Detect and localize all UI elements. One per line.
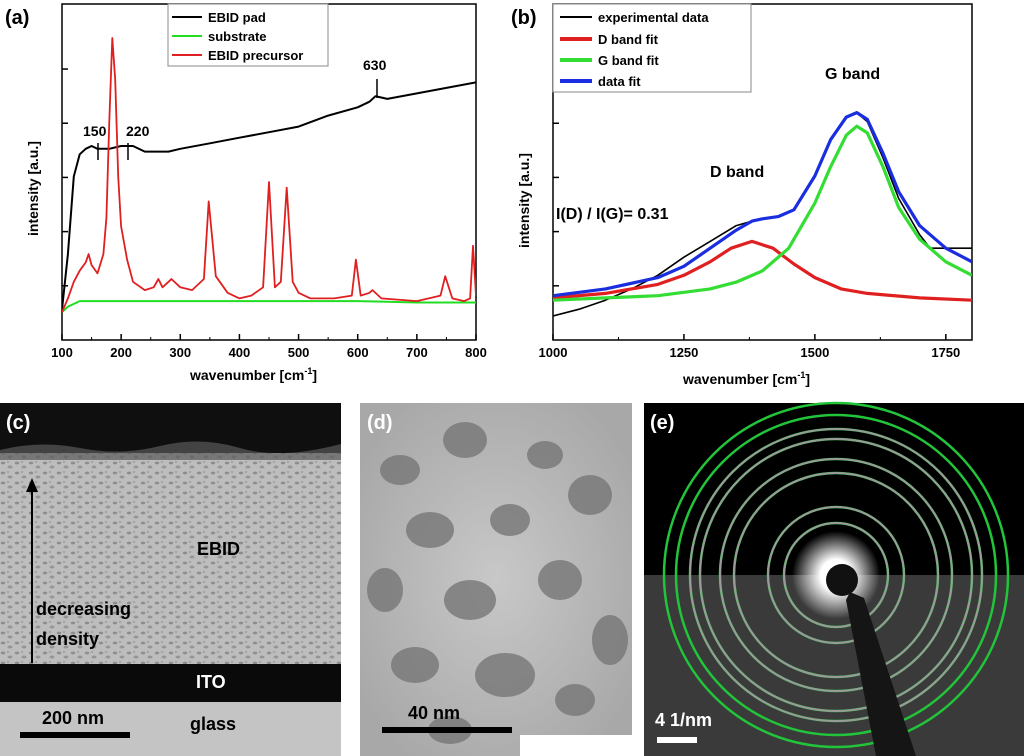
density-label: density: [36, 629, 99, 649]
raman-fit-panel-b: (b) 1000 1250 1500 1750 experimental data D…: [511, 3, 973, 387]
ito-layer-image: [0, 664, 341, 702]
panel-c-label: (c): [6, 412, 30, 434]
x-tick-label-1000: 1000: [539, 345, 568, 360]
series-d-band-fit: [553, 239, 972, 302]
panel-b-y-ticks: [553, 68, 559, 287]
panel-b-ylabel: intensity [a.u.]: [516, 153, 532, 248]
scalebar-e: [657, 737, 697, 743]
annot-630: 630: [363, 57, 387, 73]
legend-data-fit: data fit: [598, 74, 641, 89]
legend-d-band: D band fit: [598, 32, 659, 47]
series-data-fit: [553, 110, 972, 298]
panel-a-label: (a): [5, 7, 29, 29]
panel-a-ylabel: intensity [a.u.]: [25, 141, 41, 236]
scalebar-c: [20, 732, 130, 738]
beam-stop-arm: [846, 592, 916, 756]
legend-substrate: substrate: [208, 29, 267, 44]
scalebar-c-label: 200 nm: [42, 708, 104, 728]
diffraction-rings-measured: [689, 428, 983, 722]
diffraction-panel-e: (e) 4 1/nm: [644, 401, 1024, 756]
series-ebid-pad: [62, 81, 476, 310]
panel-a-y-ticks: [62, 68, 68, 287]
x-tick-label-800: 800: [465, 345, 487, 360]
glass-layer-image: [0, 702, 341, 756]
series-substrate: [62, 300, 476, 313]
tem-cross-section-panel-c: (c) EBID decreasing density ITO glass 20…: [0, 403, 341, 756]
x-tick-label-1250: 1250: [669, 345, 698, 360]
panel-b-series: [553, 110, 972, 317]
legend-ebid-pad: EBID pad: [208, 10, 266, 25]
legend-experimental: experimental data: [598, 10, 709, 25]
x-tick-label-300: 300: [169, 345, 191, 360]
ebid-label: EBID: [197, 539, 240, 559]
x-tick-label-100: 100: [51, 345, 73, 360]
panel-b-xlabel: wavenumber [cm-1]: [682, 370, 810, 387]
annot-150: 150: [83, 123, 107, 139]
raman-spectra-panel-a: (a) 100 200 300 400 500 600 700 800 150 220 630…: [5, 3, 487, 383]
scalebar-d-label: 40 nm: [408, 703, 460, 723]
x-tick-label-1750: 1750: [931, 345, 960, 360]
panel-e-label: (e): [650, 412, 674, 434]
annot-220: 220: [126, 123, 150, 139]
panel-a-xlabel: wavenumber [cm-1]: [189, 366, 317, 383]
g-band-annotation: G band: [825, 66, 880, 83]
decreasing-label: decreasing: [36, 599, 131, 619]
panel-a-series: [62, 37, 476, 313]
glass-label: glass: [190, 714, 236, 734]
panel-b-label: (b): [511, 7, 537, 29]
panel-b-x-ticks: 1000 1250 1500 1750: [539, 334, 960, 360]
density-arrowhead: [26, 478, 38, 492]
scalebar-d: [382, 727, 512, 733]
panel-b-frame: [552, 3, 973, 341]
beam-stop: [826, 564, 858, 596]
intensity-ratio-annotation: I(D) / I(G)= 0.31: [556, 206, 669, 223]
d-band-annotation: D band: [710, 164, 764, 181]
x-tick-label-700: 700: [406, 345, 428, 360]
x-tick-label-600: 600: [347, 345, 369, 360]
x-tick-label-400: 400: [229, 345, 251, 360]
series-ebid-precursor: [62, 37, 476, 313]
series-g-band-fit: [553, 124, 972, 302]
panel-a-legend: EBID pad substrate EBID precursor: [167, 3, 329, 67]
ito-label: ITO: [196, 672, 226, 692]
legend-ebid-precursor: EBID precursor: [208, 48, 303, 63]
x-tick-label-1500: 1500: [800, 345, 829, 360]
scalebar-e-label: 4 1/nm: [655, 710, 712, 730]
x-tick-label-500: 500: [288, 345, 310, 360]
panel-b-legend: experimental data D band fit G band fit …: [552, 3, 752, 93]
x-tick-label-200: 200: [110, 345, 132, 360]
panel-a-x-ticks: 100 200 300 400 500 600 700 800: [51, 334, 487, 360]
legend-g-band: G band fit: [598, 53, 659, 68]
tem-detail-panel-d: (d) 40 nm: [360, 403, 632, 756]
panel-d-label: (d): [367, 412, 393, 434]
